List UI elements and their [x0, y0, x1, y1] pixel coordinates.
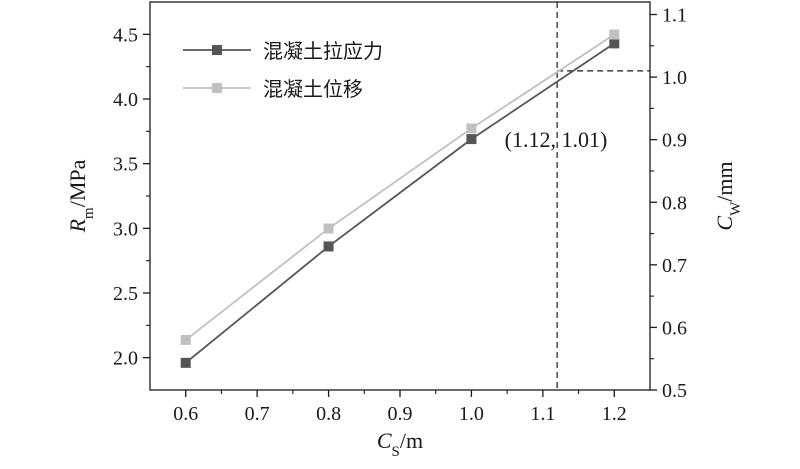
y-right-axis-title-subscript: W: [728, 201, 744, 216]
y-right-axis-title: CW/mm: [712, 161, 744, 230]
y-right-axis-title-symbol: C: [712, 216, 737, 231]
intersection-guides: [556, 2, 650, 390]
y-right-tick-label: 0.9: [662, 130, 687, 152]
x-tick-label: 0.9: [388, 403, 413, 425]
x-tick-label: 1.0: [459, 403, 484, 425]
x-axis-title-symbol: C: [377, 428, 392, 453]
y-right-tick-label: 0.6: [662, 317, 687, 339]
y-right-tick-label: 0.5: [662, 380, 687, 402]
x-tick-label: 1.1: [530, 403, 555, 425]
y-right-axis-title-unit: /mm: [712, 161, 737, 201]
series-1-point: [323, 241, 334, 252]
x-axis-title-subscript: S: [392, 444, 400, 460]
x-axis: 0.6 0.7 0.8 0.9 1.0 1.1 1.2: [173, 390, 627, 425]
y-left-tick-label: 3.0: [113, 218, 138, 240]
legend-label-2: 混凝土位移: [263, 77, 363, 101]
y-left-axis: 2.0 2.5 3.0 3.5 4.0 4.5: [113, 24, 150, 370]
series-2-point: [609, 29, 620, 40]
series-line-1: [185, 42, 615, 364]
series-markers: [180, 29, 620, 368]
y-right-tick-label: 0.8: [662, 192, 687, 214]
series-2-point: [323, 223, 334, 234]
legend-marker-1: [212, 45, 222, 55]
series-1-point: [180, 357, 191, 368]
x-tick-label: 0.6: [173, 403, 198, 425]
series-2-point: [180, 334, 191, 345]
series-line-2: [185, 33, 615, 341]
y-left-axis-title-unit: /MPa: [65, 159, 90, 207]
y-right-axis: 0.5 0.6 0.7 0.8 0.9 1.0 1.1: [650, 5, 687, 402]
series-1-point: [609, 38, 620, 49]
y-left-axis-title: Rm/MPa: [65, 159, 97, 233]
series-lines: [185, 33, 615, 364]
y-left-tick-label: 2.0: [113, 348, 138, 370]
y-left-tick-label: 2.5: [113, 283, 138, 305]
y-left-axis-title-symbol: R: [65, 218, 90, 233]
legend-marker-2: [212, 83, 222, 93]
y-right-tick-label: 1.1: [662, 5, 687, 27]
y-left-tick-label: 3.5: [113, 154, 138, 176]
series-2-point: [466, 123, 477, 134]
y-right-tick-label: 0.7: [662, 255, 687, 277]
x-axis-title-unit: /m: [400, 428, 423, 453]
legend-label-1: 混凝土拉应力: [263, 39, 383, 63]
intersection-label: (1.12, 1.01): [505, 127, 608, 152]
y-left-tick-label: 4.0: [113, 89, 138, 111]
series-1-point: [466, 134, 477, 145]
x-tick-label: 0.7: [245, 403, 270, 425]
x-tick-label: 1.2: [602, 403, 627, 425]
y-left-tick-label: 4.5: [113, 24, 138, 46]
y-left-axis-title-subscript: m: [81, 207, 97, 219]
x-tick-label: 0.8: [316, 403, 341, 425]
x-axis-title: CS/m: [377, 428, 423, 460]
y-right-tick-label: 1.0: [662, 67, 687, 89]
